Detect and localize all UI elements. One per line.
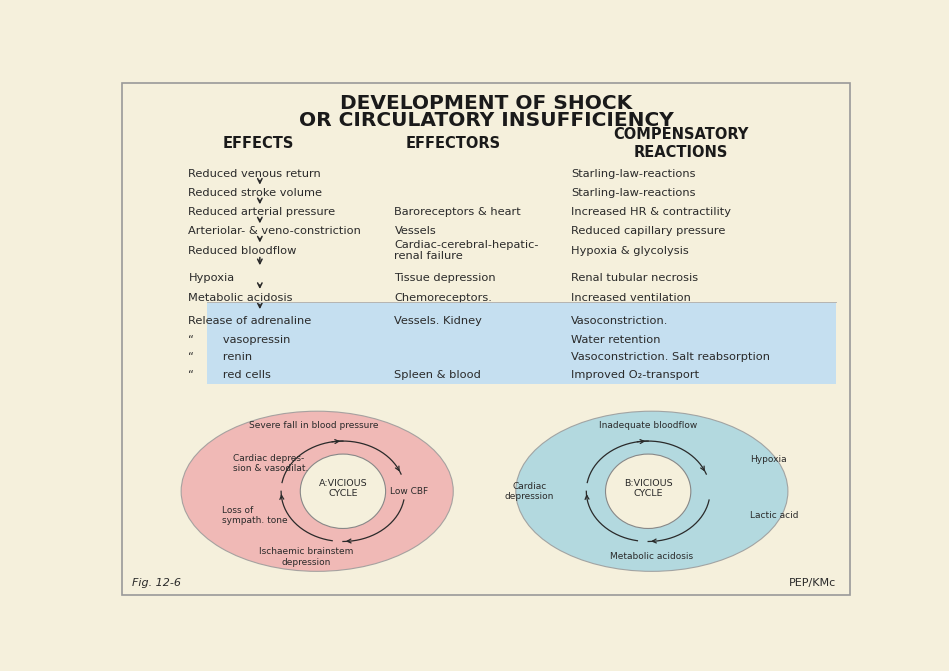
Text: Water retention: Water retention: [571, 335, 661, 345]
Text: B:VICIOUS
CYCLE: B:VICIOUS CYCLE: [623, 479, 673, 499]
Ellipse shape: [181, 411, 454, 572]
Text: Baroreceptors & heart: Baroreceptors & heart: [395, 207, 521, 217]
Text: Cardiac depres-
sion & vasodilat.: Cardiac depres- sion & vasodilat.: [233, 454, 308, 473]
Text: Starling-law-reactions: Starling-law-reactions: [571, 188, 696, 198]
Text: Vasoconstriction.: Vasoconstriction.: [571, 316, 668, 326]
Text: COMPENSATORY
REACTIONS: COMPENSATORY REACTIONS: [614, 127, 749, 160]
Text: Hypoxia: Hypoxia: [750, 455, 787, 464]
Text: Increased ventilation: Increased ventilation: [571, 293, 691, 303]
Text: Fig. 12-6: Fig. 12-6: [132, 578, 181, 588]
Text: EFFECTS: EFFECTS: [223, 136, 294, 151]
Text: Reduced arterial pressure: Reduced arterial pressure: [189, 207, 336, 217]
Text: Spleen & blood: Spleen & blood: [395, 370, 481, 380]
Text: Metabolic acidosis: Metabolic acidosis: [610, 552, 694, 562]
Text: Improved O₂-transport: Improved O₂-transport: [571, 370, 699, 380]
Text: Tissue depression: Tissue depression: [395, 273, 496, 283]
Text: “        renin: “ renin: [189, 352, 252, 362]
Ellipse shape: [605, 454, 691, 529]
Text: Renal tubular necrosis: Renal tubular necrosis: [571, 273, 698, 283]
Text: Ischaemic brainstem
depression: Ischaemic brainstem depression: [259, 548, 353, 566]
Text: Starling-law-reactions: Starling-law-reactions: [571, 168, 696, 178]
Text: Hypoxia: Hypoxia: [189, 273, 234, 283]
Text: Cardiac-cerebral-hepatic-
renal failure: Cardiac-cerebral-hepatic- renal failure: [395, 240, 539, 261]
Text: Release of adrenaline: Release of adrenaline: [189, 316, 311, 326]
Ellipse shape: [516, 411, 788, 572]
Text: Reduced bloodflow: Reduced bloodflow: [189, 246, 297, 256]
Text: EFFECTORS: EFFECTORS: [406, 136, 501, 151]
Bar: [207, 303, 836, 384]
Text: Hypoxia & glycolysis: Hypoxia & glycolysis: [571, 246, 689, 256]
Text: Cardiac
depression: Cardiac depression: [505, 482, 554, 501]
Text: OR CIRCULATORY INSUFFICIENCY: OR CIRCULATORY INSUFFICIENCY: [299, 111, 674, 130]
Text: “        red cells: “ red cells: [189, 370, 271, 380]
Text: Increased HR & contractility: Increased HR & contractility: [571, 207, 731, 217]
Ellipse shape: [300, 454, 385, 529]
Text: Reduced capillary pressure: Reduced capillary pressure: [571, 226, 725, 236]
Text: Lactic acid: Lactic acid: [750, 511, 798, 520]
Text: Vessels. Kidney: Vessels. Kidney: [395, 316, 482, 326]
Text: Loss of
sympath. tone: Loss of sympath. tone: [221, 505, 288, 525]
Text: PEP/KMc: PEP/KMc: [789, 578, 836, 588]
Text: Inadequate bloodflow: Inadequate bloodflow: [599, 421, 698, 430]
Text: Reduced venous return: Reduced venous return: [189, 168, 322, 178]
Text: Arteriolar- & veno-constriction: Arteriolar- & veno-constriction: [189, 226, 362, 236]
Text: Vasoconstriction. Salt reabsorption: Vasoconstriction. Salt reabsorption: [571, 352, 770, 362]
Text: Metabolic acidosis: Metabolic acidosis: [189, 293, 293, 303]
Text: “        vasopressin: “ vasopressin: [189, 335, 291, 345]
Text: Severe fall in blood pressure: Severe fall in blood pressure: [249, 421, 379, 430]
Text: A:VICIOUS
CYCLE: A:VICIOUS CYCLE: [319, 479, 367, 499]
Text: Reduced stroke volume: Reduced stroke volume: [189, 188, 323, 198]
Text: Vessels: Vessels: [395, 226, 437, 236]
Text: DEVELOPMENT OF SHOCK: DEVELOPMENT OF SHOCK: [341, 94, 632, 113]
Text: Chemoreceptors.: Chemoreceptors.: [395, 293, 493, 303]
Text: Low CBF: Low CBF: [390, 486, 428, 496]
